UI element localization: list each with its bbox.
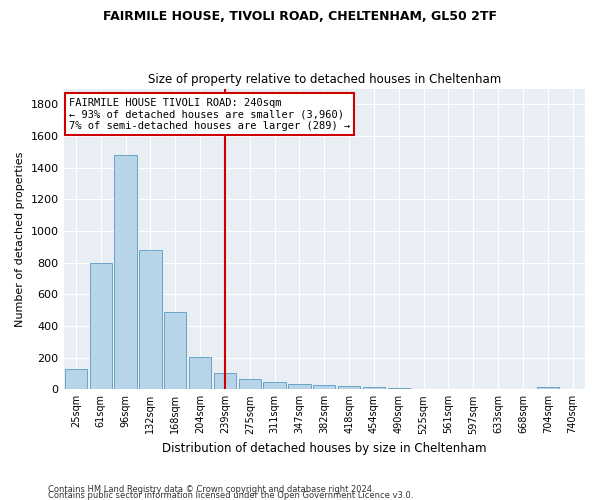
Bar xyxy=(115,155,137,390)
Bar xyxy=(239,379,261,390)
Bar xyxy=(363,388,385,390)
Bar xyxy=(263,382,286,390)
Text: FAIRMILE HOUSE TIVOLI ROAD: 240sqm
← 93% of detached houses are smaller (3,960)
: FAIRMILE HOUSE TIVOLI ROAD: 240sqm ← 93%… xyxy=(69,98,350,131)
Bar xyxy=(388,388,410,390)
Bar xyxy=(536,388,559,390)
Y-axis label: Number of detached properties: Number of detached properties xyxy=(15,151,25,326)
Text: Contains HM Land Registry data © Crown copyright and database right 2024.: Contains HM Land Registry data © Crown c… xyxy=(48,484,374,494)
Bar xyxy=(89,262,112,390)
Bar xyxy=(65,368,87,390)
Bar xyxy=(164,312,187,390)
Title: Size of property relative to detached houses in Cheltenham: Size of property relative to detached ho… xyxy=(148,73,501,86)
Bar xyxy=(189,357,211,390)
X-axis label: Distribution of detached houses by size in Cheltenham: Distribution of detached houses by size … xyxy=(162,442,487,455)
Bar xyxy=(288,384,311,390)
Bar xyxy=(412,388,435,390)
Bar xyxy=(139,250,161,390)
Text: FAIRMILE HOUSE, TIVOLI ROAD, CHELTENHAM, GL50 2TF: FAIRMILE HOUSE, TIVOLI ROAD, CHELTENHAM,… xyxy=(103,10,497,23)
Bar xyxy=(338,386,360,390)
Bar xyxy=(313,385,335,390)
Bar xyxy=(214,372,236,390)
Text: Contains public sector information licensed under the Open Government Licence v3: Contains public sector information licen… xyxy=(48,490,413,500)
